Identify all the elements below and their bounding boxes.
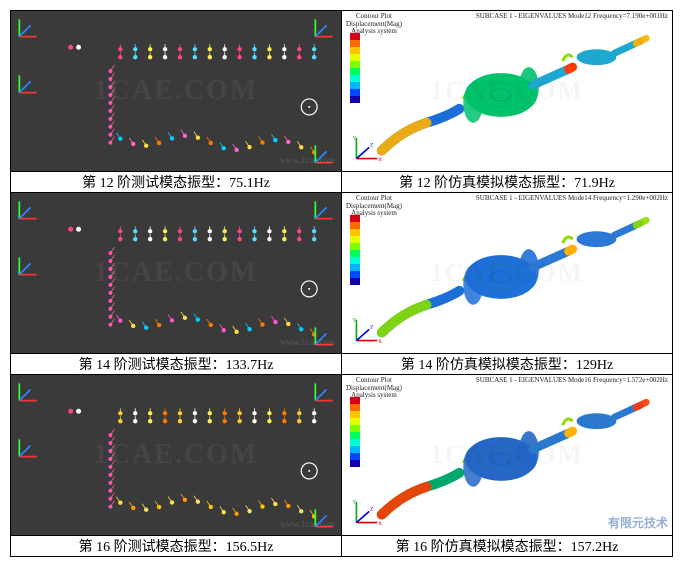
svg-text:Z: Z	[370, 507, 374, 513]
axis-triad: X Y Z	[350, 133, 382, 165]
watermark-cae: 1CAE.COM	[94, 257, 259, 289]
caption-measured-mode-12: 第 12 阶测试模态振型：75.1Hz	[11, 172, 342, 193]
svg-text:X: X	[378, 339, 382, 345]
axis-triad: X Y Z	[350, 315, 382, 347]
caption-simulated-mode-12: 第 12 阶仿真模拟模态振型：71.9Hz	[342, 172, 673, 193]
caption-simulated-mode-16: 第 16 阶仿真模拟模态振型：157.2Hz	[342, 536, 673, 557]
axis-gizmo	[311, 197, 337, 223]
simulation-panel-mode-12: Contour PlotDisplacement(Mag)Analysis sy…	[342, 11, 673, 172]
axis-gizmo	[15, 379, 41, 405]
axis-gizmo	[15, 253, 41, 279]
simulation-panel-mode-16: Contour PlotDisplacement(Mag)Analysis sy…	[342, 375, 673, 536]
measurement-panel-mode-16: 1CAE.COM www.1cae.com	[11, 375, 342, 536]
watermark-url: www.1cae.com	[280, 337, 335, 347]
svg-text:X: X	[378, 521, 382, 527]
subcase-header: SUBCASE 1 - EIGENVALUES Mode16 Frequency…	[476, 377, 668, 385]
axis-gizmo	[15, 71, 41, 97]
axis-triad: X Y Z	[350, 497, 382, 529]
caption-measured-mode-14: 第 14 阶测试模态振型：133.7Hz	[11, 354, 342, 375]
caption-simulated-mode-14: 第 14 阶仿真模拟模态振型：129Hz	[342, 354, 673, 375]
axis-gizmo	[15, 15, 41, 41]
svg-text:Y: Y	[352, 499, 356, 505]
watermark-url: www.1cae.com	[280, 519, 335, 529]
colorbar	[350, 33, 360, 103]
axis-gizmo	[15, 435, 41, 461]
svg-text:X: X	[378, 157, 382, 163]
simulation-panel-mode-14: Contour PlotDisplacement(Mag)Analysis sy…	[342, 193, 673, 354]
axis-gizmo	[15, 197, 41, 223]
colorbar	[350, 215, 360, 285]
svg-text:Z: Z	[370, 325, 374, 331]
axis-gizmo	[311, 379, 337, 405]
measurement-panel-mode-14: 1CAE.COM www.1cae.com	[11, 193, 342, 354]
watermark-fet: 有限元技术	[608, 514, 668, 531]
watermark-cae: 1CAE.COM	[430, 258, 584, 288]
mode-comparison-table: 1CAE.COM www.1cae.com Contour PlotDisplac…	[10, 10, 673, 557]
watermark-cae: 1CAE.COM	[94, 439, 259, 471]
caption-measured-mode-16: 第 16 阶测试模态振型：156.5Hz	[11, 536, 342, 557]
watermark-url: www.1cae.com	[280, 155, 335, 165]
axis-gizmo	[311, 15, 337, 41]
measurement-panel-mode-12: 1CAE.COM www.1cae.com	[11, 11, 342, 172]
subcase-header: SUBCASE 1 - EIGENVALUES Mode14 Frequency…	[476, 195, 668, 203]
watermark-cae: 1CAE.COM	[94, 75, 259, 107]
subcase-header: SUBCASE 1 - EIGENVALUES Mode12 Frequency…	[476, 13, 668, 21]
svg-text:Y: Y	[352, 135, 356, 141]
watermark-cae: 1CAE.COM	[430, 76, 584, 106]
watermark-cae: 1CAE.COM	[430, 440, 584, 470]
svg-text:Z: Z	[370, 143, 374, 149]
colorbar	[350, 397, 360, 467]
svg-text:Y: Y	[352, 317, 356, 323]
